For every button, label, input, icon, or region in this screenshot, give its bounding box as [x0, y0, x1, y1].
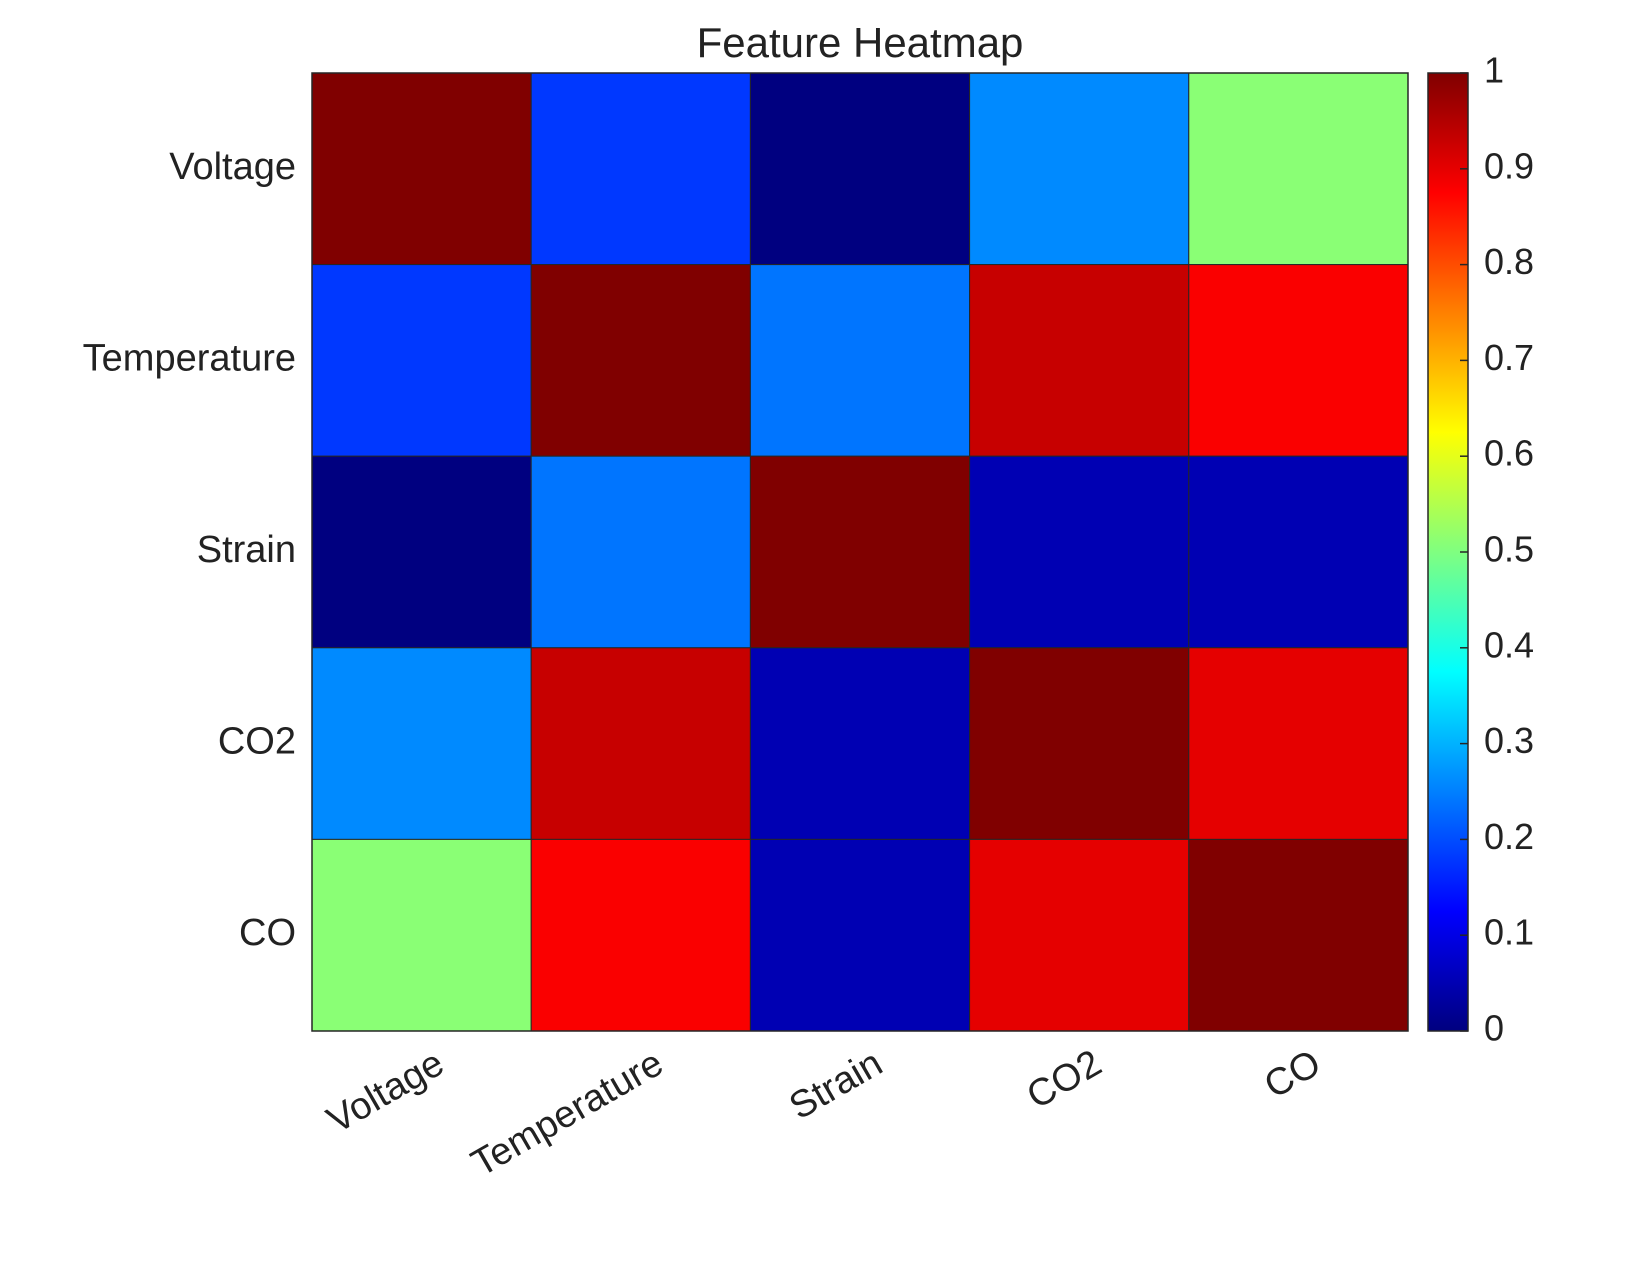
colorbar-tick-label: 1: [1484, 50, 1504, 91]
x-tick-label: CO2: [1020, 1042, 1109, 1117]
heatmap-cell: [530, 72, 751, 266]
y-tick-label: CO2: [218, 721, 296, 763]
colorbar-tick-label: 0.9: [1484, 145, 1534, 186]
heatmap-cell: [1188, 264, 1409, 457]
heatmap-cell: [530, 455, 751, 649]
x-tick-label: CO: [1258, 1042, 1328, 1107]
heatmap-cell: [749, 264, 971, 457]
x-tick-label: Voltage: [320, 1042, 451, 1142]
heatmap-cell: [311, 647, 532, 840]
heatmap-cell: [311, 72, 532, 266]
heatmap-cell: [969, 455, 1190, 649]
y-tick-label: CO: [239, 912, 296, 954]
colorbar-tick-label: 0.5: [1484, 529, 1534, 570]
heatmap-cell: [311, 838, 532, 1032]
heatmap-cell: [1188, 455, 1409, 649]
heatmap-cell: [969, 838, 1190, 1032]
heatmap-cell: [749, 838, 971, 1032]
axes-frame: [311, 72, 1409, 1032]
heatmap-cell: [1188, 72, 1409, 266]
colorbar-tick-label: 0.6: [1484, 433, 1534, 474]
heatmap-cell: [530, 838, 751, 1032]
colorbar-tick-label: 0.3: [1484, 720, 1534, 761]
heatmap-cell: [1188, 647, 1409, 840]
y-tick-label: Voltage: [169, 146, 296, 188]
colorbar-tick-label: 0.2: [1484, 816, 1534, 857]
x-tick-label: Strain: [783, 1042, 890, 1128]
x-tick-label: Temperature: [465, 1042, 671, 1185]
heatmap-cell: [969, 264, 1190, 457]
colorbar-tick-label: 0.7: [1484, 337, 1534, 378]
heatmap-cell: [530, 647, 751, 840]
colorbar-tick-label: 0.1: [1484, 912, 1534, 953]
heatmap-cell: [530, 264, 751, 457]
colorbar-tick-label: 0: [1484, 1008, 1504, 1049]
colorbar-tick-label: 0.4: [1484, 624, 1534, 665]
y-tick-label: Temperature: [83, 337, 296, 379]
heatmap-cell: [749, 455, 971, 649]
chart-title: Feature Heatmap: [697, 19, 1024, 66]
heatmap-cell: [749, 72, 971, 266]
heatmap-cell: [311, 264, 532, 457]
y-tick-label: Strain: [197, 529, 296, 571]
heatmap-cell: [311, 455, 532, 649]
heatmap-cell: [969, 72, 1190, 266]
colorbar-tick-label: 0.8: [1484, 241, 1534, 282]
heatmap-cell: [1188, 838, 1409, 1032]
heatmap-cell: [749, 647, 971, 840]
heatmap-cell: [969, 647, 1190, 840]
